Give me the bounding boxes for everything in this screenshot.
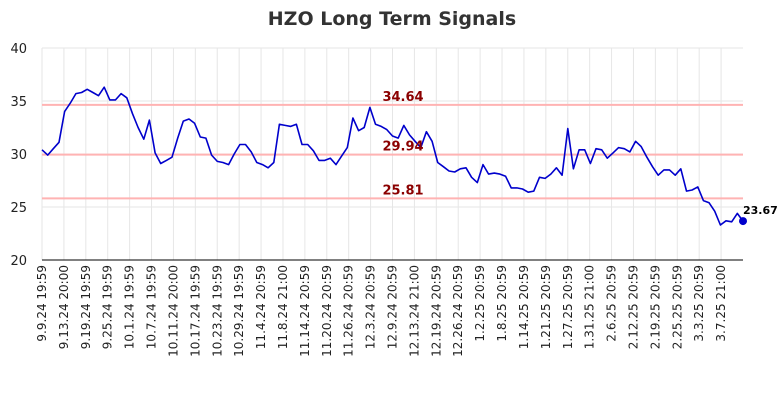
x-tick-label: 12.26.24 20:59 xyxy=(451,265,465,357)
x-tick-label: 10.29.24 19:59 xyxy=(232,265,246,357)
x-tick-label: 3.7.25 21:00 xyxy=(714,265,728,342)
x-tick-label: 11.4.24 20:59 xyxy=(254,265,268,349)
x-tick-label: 2.12.25 20:59 xyxy=(626,265,640,349)
y-tick-label: 40 xyxy=(10,42,27,57)
x-tick-label: 1.31.25 21:00 xyxy=(583,265,597,349)
x-tick-label: 1.2.25 20:59 xyxy=(473,265,487,342)
x-tick-label: 2.25.25 20:59 xyxy=(670,265,684,349)
y-tick-label: 30 xyxy=(10,148,27,163)
labels-layer: 34.64 29.94 25.81 23.67 xyxy=(382,90,777,217)
x-tick-label: 11.14.24 20:59 xyxy=(298,265,312,357)
last-value-label: 23.67 xyxy=(743,204,778,217)
signal-line-label: 29.94 xyxy=(382,140,423,155)
x-tick-label: 10.11.24 20:00 xyxy=(166,265,180,357)
y-tick-label: 35 xyxy=(10,95,27,110)
chart-title: HZO Long Term Signals xyxy=(268,8,516,30)
x-tick-label: 9.19.24 19:59 xyxy=(79,265,93,349)
x-tick-label: 12.3.24 20:59 xyxy=(364,265,378,349)
x-tick-label: 1.27.25 20:59 xyxy=(561,265,575,349)
price-series-line xyxy=(41,86,744,226)
x-tick-label: 1.14.25 20:59 xyxy=(517,265,531,349)
x-tick-label: 12.19.24 20:59 xyxy=(429,265,443,357)
x-tick-label: 10.17.24 19:59 xyxy=(188,265,202,357)
signal-line-label: 25.81 xyxy=(382,183,423,198)
x-tick-label: 9.9.24 19:59 xyxy=(35,265,49,342)
x-tick-label: 11.20.24 20:59 xyxy=(320,265,334,357)
x-tick-label: 2.19.25 20:59 xyxy=(648,265,662,349)
x-tick-label: 1.21.25 20:59 xyxy=(539,265,553,349)
x-tick-label: 10.23.24 19:59 xyxy=(210,265,224,357)
signal-lines xyxy=(42,103,743,200)
x-tick-label: 12.13.24 21:00 xyxy=(407,265,421,357)
y-tick-label: 25 xyxy=(10,201,27,216)
x-tick-label: 11.26.24 20:59 xyxy=(342,265,356,357)
x-tick-label: 12.9.24 20:59 xyxy=(386,265,400,349)
x-tick-label: 2.6.25 20:59 xyxy=(605,265,619,342)
signal-line-label: 34.64 xyxy=(382,90,423,105)
x-tick-label: 10.1.24 19:59 xyxy=(123,265,137,349)
x-tick-label: 9.25.24 19:59 xyxy=(101,265,115,349)
x-tick-label: 9.13.24 20:00 xyxy=(57,265,71,349)
x-tick-label: 10.7.24 19:59 xyxy=(145,265,159,349)
x-tick-label: 3.3.25 20:59 xyxy=(692,265,706,342)
y-tick-label: 20 xyxy=(10,254,27,269)
x-tick-label: 1.8.25 20:59 xyxy=(495,265,509,342)
x-tick-label: 11.8.24 21:00 xyxy=(276,265,290,349)
last-value-marker xyxy=(739,217,747,226)
series-layer xyxy=(41,86,747,226)
axes: 20 25 30 35 40 9.9.24 19:59 9.13.24 20:00 9.19.… xyxy=(10,42,743,357)
